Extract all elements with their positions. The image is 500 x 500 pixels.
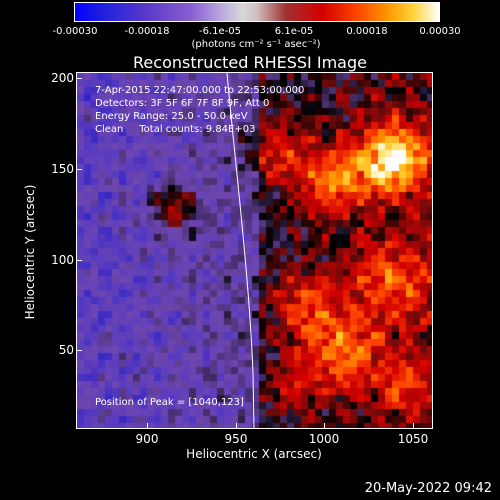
colorbar-tick: 6.1e-05 (274, 26, 314, 37)
clean-counts-text: Clean Total counts: 9.84E+03 (95, 124, 256, 135)
energy-range-text: Energy Range: 25.0 - 50.0 keV (95, 111, 248, 122)
x-tick-label: 950 (224, 432, 248, 446)
y-tick-label: 200 (51, 71, 74, 85)
y-tick-label: 100 (51, 253, 74, 267)
colorbar-tick: -0.00030 (52, 26, 98, 37)
plot-title: Reconstructed RHESSI Image (133, 53, 367, 72)
date-stamp: 20-May-2022 09:42 (364, 481, 492, 496)
y-tick-mark (76, 169, 82, 170)
x-tick-mark (147, 423, 148, 429)
colorbar-tick: -0.00018 (124, 26, 170, 37)
x-axis-label: Heliocentric X (arcsec) (186, 447, 322, 461)
solar-limb-line (226, 73, 255, 428)
y-axis-label: Heliocentric Y (arcsec) (23, 184, 37, 320)
colorbar-tick: 0.00030 (419, 26, 461, 37)
x-tick-mark (324, 423, 325, 429)
y-tick-label: 50 (58, 343, 74, 357)
detectors-text: Detectors: 3F 5F 6F 7F 8F 9F, Att 0 (95, 98, 270, 109)
colorbar-tick: -6.1e-05 (199, 26, 241, 37)
plot-area[interactable]: 7-Apr-2015 22:47:00.000 to 22:53:00.000 … (76, 72, 433, 429)
colorbar (74, 2, 440, 22)
x-tick-label: 1000 (308, 432, 340, 446)
colorbar-units: (photons cm⁻² s⁻¹ asec⁻²) (191, 39, 321, 50)
x-tick-label: 1050 (397, 432, 429, 446)
colorbar-tick: 0.00018 (346, 26, 388, 37)
y-tick-mark (76, 260, 82, 261)
y-tick-mark (76, 350, 82, 351)
peak-position-text: Position of Peak = [1040,123] (95, 397, 244, 408)
heatmap-image (77, 73, 432, 428)
x-tick-label: 900 (135, 432, 159, 446)
y-tick-mark (76, 78, 82, 79)
x-tick-mark (236, 423, 237, 429)
x-tick-mark (413, 423, 414, 429)
y-tick-label: 150 (51, 162, 74, 176)
solar-limb-overlay (226, 73, 255, 428)
time-range-text: 7-Apr-2015 22:47:00.000 to 22:53:00.000 (95, 85, 305, 96)
